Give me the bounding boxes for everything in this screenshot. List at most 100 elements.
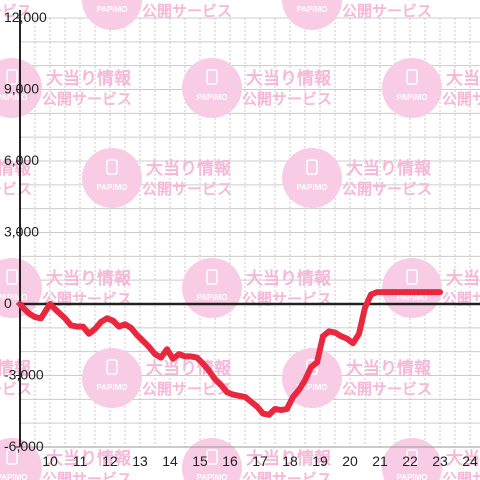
watermark-logo-text: PAPIMO [397,93,428,102]
watermark-text-line1: 大当り情報 [46,68,132,89]
y-tick-label: 0 [4,295,12,311]
watermark-logo-icon [6,69,18,85]
watermark-text-line2: 公開サービス [242,290,332,308]
watermark-text-line2: 公開サービス [142,180,232,198]
watermark-text-line2: 公開サービス [0,180,32,198]
x-tick-label: 15 [192,453,208,469]
watermark-logo-icon [106,359,118,375]
watermark-text-line2: 公開サービス [342,380,432,398]
x-tick-label: 18 [282,453,298,469]
watermark-logo-text: PAPIMO [97,383,128,392]
watermark-text-line2: 公開サービス [142,380,232,398]
x-tick-label: 16 [222,453,238,469]
watermark-logo-circle [282,148,342,208]
watermark-text-line2: 公開サービス [342,2,432,20]
watermark-text-line1: 大当り情報 [0,358,32,379]
y-tick-label: 3,000 [4,224,39,240]
watermark-text-line1: 大当り情報 [346,158,432,179]
watermark-logo-text: PAPIMO [297,183,328,192]
watermark-logo-text: PAPIMO [297,5,328,14]
watermark-text-line2: 公開サービス [442,90,480,108]
watermark-text-line1: 大当り情報 [246,268,332,289]
watermark-logo-circle [382,258,442,318]
watermark-text-line2: 公開サービス [442,290,480,308]
watermark-text-line1: 大当り情報 [146,358,232,379]
watermark-text-line2: 公開サービス [342,180,432,198]
x-tick-label: 24 [462,453,478,469]
watermark-logo-icon [206,269,218,285]
watermark-logo-text: PAPIMO [297,383,328,392]
watermark-logo-icon [406,69,418,85]
watermark-text-line1: 大当り情報 [446,268,480,289]
x-tick-label: 12 [102,453,118,469]
watermark-text-line2: 公開サービス [42,90,132,108]
watermark-logo-circle [82,0,142,30]
y-tick-label: 12,000 [4,9,47,25]
watermark-text-line1: 大当り情報 [446,68,480,89]
x-tick-label: 10 [42,453,58,469]
watermark-logo-icon [306,159,318,175]
watermark-logo-text: PAPIMO [397,473,428,480]
watermark-text-line1: 大当り情報 [146,0,232,1]
watermark-logo-text: PAPIMO [0,293,27,302]
x-tick-label: 11 [73,453,88,469]
x-tick-label: 20 [342,453,358,469]
watermark-logo-icon [306,359,318,375]
watermark-text-line1: 大当り情報 [346,358,432,379]
watermark-logo-circle [82,148,142,208]
watermark-text-line1: 大当り情報 [46,268,132,289]
watermark-text-line2: 公開サービス [242,470,332,480]
watermark-text-line2: 公開サービス [42,470,132,480]
watermark-logo-icon [406,449,418,465]
series-layer [17,289,443,418]
watermark-logo-text: PAPIMO [0,473,27,480]
watermark-text-line2: 公開サービス [442,470,480,480]
label-layer: -6,000 -3,000 0 3,000 6,000 9,000 12,000 10 11 12… [4,9,478,469]
watermark-text-line1: 大当り情報 [346,0,432,1]
watermark-logo-icon [106,159,118,175]
watermark-text-line1: 大当り情報 [146,158,232,179]
series-line [17,289,443,418]
x-tick-label: 13 [132,453,148,469]
watermark-logo-text: PAPIMO [0,93,27,102]
y-tick-label: 6,000 [4,152,39,168]
watermark-logo-icon [206,69,218,85]
watermark-logo-text: PAPIMO [397,293,428,302]
x-tick-label: 22 [402,453,418,469]
watermark-logo-text: PAPIMO [197,473,228,480]
watermark-logo-icon [206,449,218,465]
x-tick-label: 19 [312,453,328,469]
y-tick-label: -6,000 [4,438,44,454]
watermark-text-line2: 公開サービス [242,90,332,108]
watermark-logo-circle [382,438,442,480]
watermark-text-line1: 大当り情報 [246,68,332,89]
watermark-text-line1: 大当り情報 [46,448,132,469]
x-tick-label: 17 [252,453,268,469]
watermark-text-line1: 大当り情報 [246,448,332,469]
watermark-text-line2: 公開サービス [0,2,32,20]
watermark-logo-text: PAPIMO [97,5,128,14]
watermark-logo-circle [382,58,442,118]
watermark-logo-circle [282,0,342,30]
axis-layer [16,10,480,448]
watermark-text-line1: 大当り情報 [0,0,32,1]
watermark-logo-circle [182,438,242,480]
watermark-text-line1: 大当り情報 [446,448,480,469]
watermark-logo-circle [82,348,142,408]
watermark-logo-icon [406,269,418,285]
watermark-logo-text: PAPIMO [97,183,128,192]
watermark-logo-text: PAPIMO [197,293,228,302]
watermark-text-line1: 大当り情報 [0,158,32,179]
